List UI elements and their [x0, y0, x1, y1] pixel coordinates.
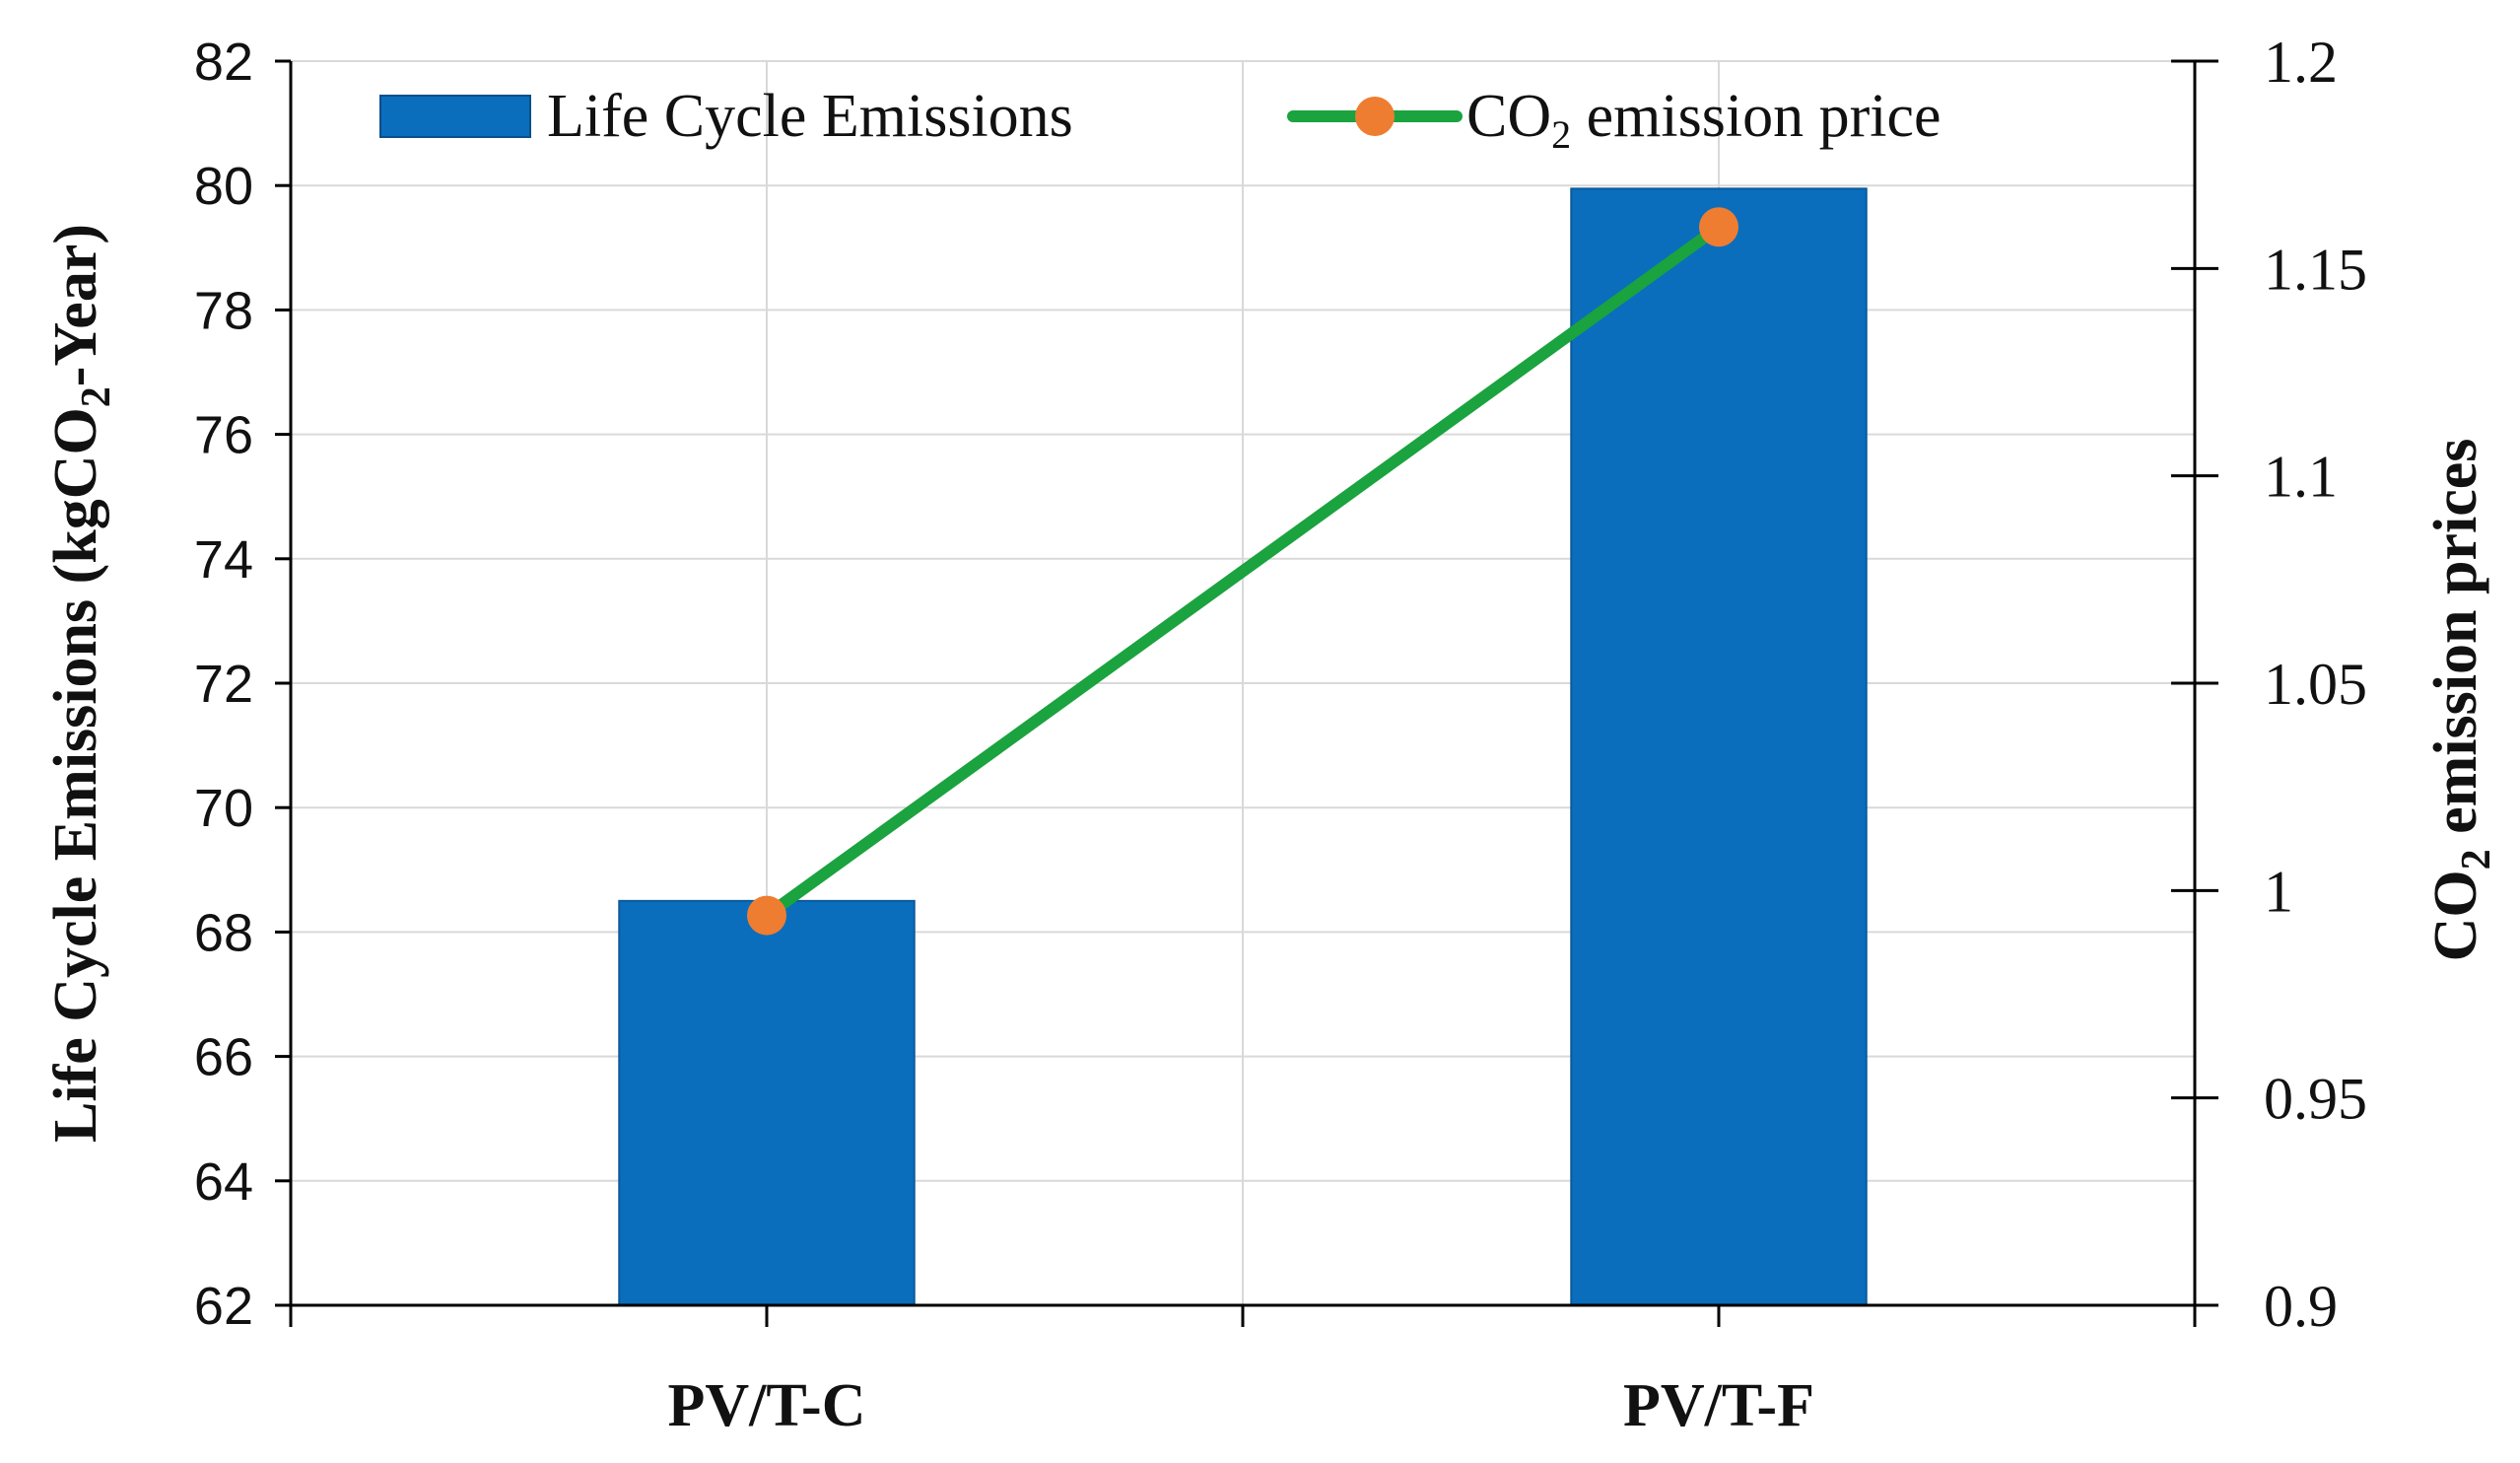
- right-tick-label: 1.1: [2264, 445, 2338, 510]
- left-tick-label: 72: [194, 655, 253, 714]
- left-axis-title: Life Cycle Emissions (kgCO2-Year): [42, 224, 119, 1143]
- legend-line-marker: [1355, 97, 1395, 136]
- left-tick-label: 80: [194, 157, 253, 216]
- legend-line-label: CO2 emission price: [1466, 83, 1941, 157]
- category-label: PV/T-F: [1623, 1372, 1814, 1439]
- left-tick-label: 62: [194, 1277, 253, 1336]
- right-tick-label: 0.95: [2264, 1067, 2367, 1132]
- left-tick-label: 82: [194, 33, 253, 92]
- line-series-path: [761, 221, 1725, 922]
- right-tick-label: 1.15: [2264, 237, 2367, 302]
- left-tick-label: 78: [194, 281, 253, 340]
- category-label: PV/T-C: [668, 1372, 866, 1439]
- line-series: [747, 207, 1738, 936]
- bar: [1570, 187, 1868, 1307]
- gridlines: [291, 60, 2195, 1305]
- left-tick-label: 74: [194, 530, 253, 590]
- left-tick-label: 64: [194, 1152, 253, 1212]
- right-tick-label: 1.05: [2264, 652, 2367, 717]
- left-tick-label: 76: [194, 406, 253, 465]
- bar: [618, 899, 916, 1306]
- ticks: 62 64 66 68 70 72 74 76 78 80 82 PV/T-C PV/T-F 0.9 0.9…: [194, 30, 2367, 1439]
- line-point: [747, 895, 786, 936]
- legend: Life Cycle Emissions CO2 emission price: [379, 83, 1941, 157]
- right-axis-title: CO2 emission prices: [2422, 439, 2499, 962]
- left-tick-label: 68: [194, 903, 253, 962]
- right-tick-label: 1.2: [2264, 30, 2338, 95]
- legend-bar-swatch: [379, 95, 531, 138]
- bar-series: [618, 187, 1868, 1307]
- left-tick-label: 66: [194, 1028, 253, 1087]
- legend-bar-label: Life Cycle Emissions: [547, 83, 1073, 150]
- line-point: [1699, 207, 1738, 247]
- right-tick-label: 1: [2264, 859, 2293, 924]
- left-tick-label: 70: [194, 779, 253, 838]
- right-tick-label: 0.9: [2264, 1274, 2338, 1339]
